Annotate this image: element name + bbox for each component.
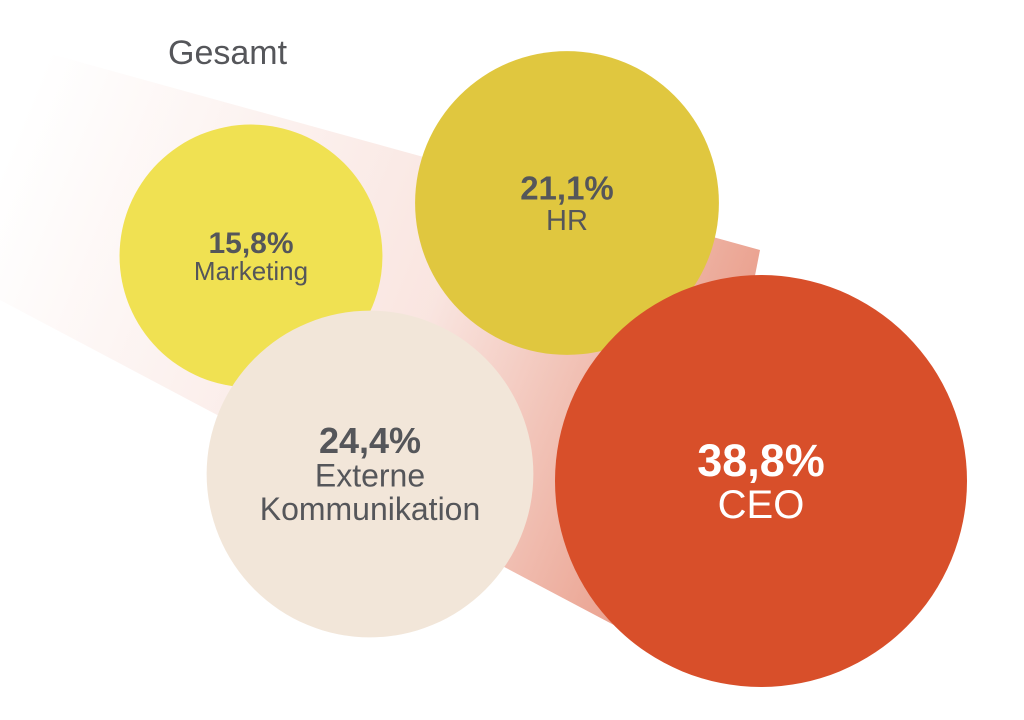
bubbles: 15,8%Marketing21,1%HR24,4%ExterneKommuni… xyxy=(119,51,967,687)
bubble-value-externe-kommunikation: 24,4% xyxy=(319,420,421,461)
bubble-label-ceo: CEO xyxy=(718,483,805,527)
bubble-hr: 21,1%HR xyxy=(415,51,719,355)
bubble-label-marketing: Marketing xyxy=(194,256,308,286)
bubble-circle-externe-kommunikation xyxy=(206,310,534,638)
bubble-label-externe-kommunikation: Kommunikation xyxy=(260,491,481,527)
bubble-value-marketing: 15,8% xyxy=(208,227,293,260)
bubble-circle-hr xyxy=(415,51,719,355)
bubble-circle-ceo xyxy=(555,275,967,687)
chart-title: Gesamt xyxy=(168,34,288,72)
bubble-value-ceo: 38,8% xyxy=(697,435,825,486)
bubble-label-externe-kommunikation: Externe xyxy=(315,458,425,494)
bubble-value-hr: 21,1% xyxy=(520,169,614,206)
bubble-ceo: 38,8%CEO xyxy=(555,275,967,687)
bubble-label-hr: HR xyxy=(546,205,588,237)
